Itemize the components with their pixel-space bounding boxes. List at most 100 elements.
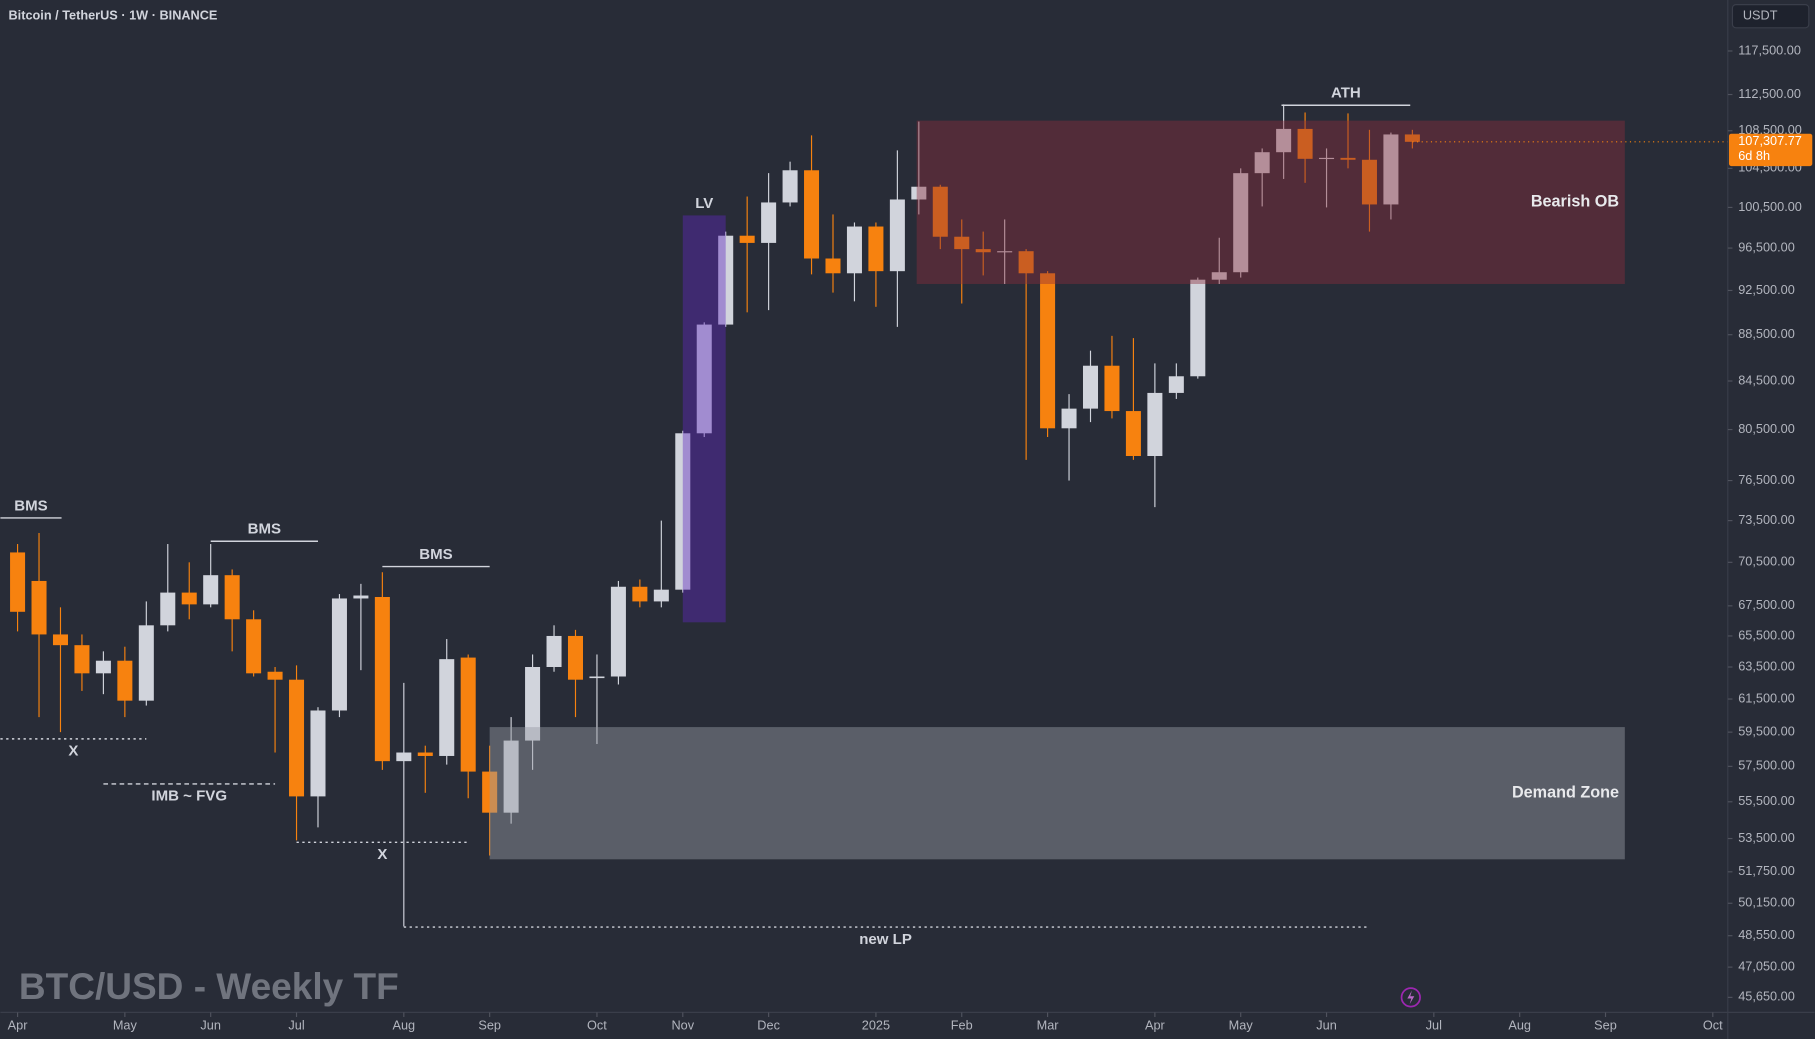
- candle-body: [675, 433, 691, 590]
- candle-body: [546, 635, 562, 667]
- candle-body: [1018, 251, 1034, 274]
- last-price-label: 107,307.77: [1738, 133, 1802, 148]
- candle-body: [267, 671, 283, 680]
- candle-body: [10, 552, 26, 612]
- y-tick-label: 112,500.00: [1738, 86, 1801, 101]
- x-tick-label: Jul: [288, 1018, 304, 1033]
- candle-body: [1383, 134, 1399, 205]
- countdown-label: 6d 8h: [1738, 148, 1770, 163]
- y-tick-label: 53,500.00: [1738, 830, 1795, 845]
- zone-label: Bearish OB: [1531, 193, 1619, 211]
- candle-body: [804, 170, 820, 259]
- candle-body: [503, 740, 519, 813]
- zone-label: Demand Zone: [1512, 783, 1619, 801]
- candle-body: [997, 251, 1013, 253]
- candle-body: [567, 635, 584, 680]
- zone: [916, 120, 1625, 284]
- level-label: BMS: [248, 521, 281, 538]
- candle-body: [310, 710, 326, 797]
- x-tick-label: Aug: [1508, 1018, 1531, 1033]
- candle-body: [911, 186, 927, 200]
- candle-body: [353, 595, 369, 599]
- alert-icon[interactable]: [1400, 987, 1421, 1008]
- y-tick-label: 73,500.00: [1738, 512, 1795, 527]
- candle-body: [439, 659, 455, 756]
- candle-body: [589, 676, 605, 679]
- level-label: IMB ~ FVG: [151, 788, 227, 805]
- candle-body: [846, 226, 862, 274]
- zone-label: LV: [695, 195, 713, 212]
- y-tick-label: 57,500.00: [1738, 758, 1795, 773]
- candle-body: [1190, 279, 1206, 377]
- currency-label[interactable]: USDT: [1743, 8, 1778, 23]
- candle-body: [74, 645, 90, 674]
- zone: [489, 727, 1625, 860]
- candle-body: [1104, 365, 1120, 412]
- candle-body: [1276, 128, 1292, 153]
- candle-body: [932, 186, 948, 237]
- candle-body: [203, 575, 219, 605]
- y-tick-label: 84,500.00: [1738, 372, 1795, 387]
- x-tick-label: Jun: [1316, 1018, 1337, 1033]
- candle-body: [1254, 152, 1270, 174]
- candle-body: [31, 580, 47, 635]
- y-tick-label: 76,500.00: [1738, 472, 1795, 487]
- y-tick-label: 65,500.00: [1738, 627, 1795, 642]
- zone: [682, 215, 726, 623]
- candle-body: [1361, 159, 1377, 205]
- candle-body: [718, 235, 734, 325]
- candle-body: [954, 236, 970, 250]
- y-tick-label: 100,500.00: [1738, 199, 1802, 214]
- level-label: X: [377, 846, 387, 863]
- candle-body: [246, 619, 262, 674]
- x-tick-label: Aug: [393, 1018, 416, 1033]
- candle-body: [889, 199, 905, 272]
- y-tick-label: 96,500.00: [1738, 239, 1795, 254]
- candle-body: [374, 596, 390, 762]
- candle-body: [1233, 173, 1249, 273]
- currency-box[interactable]: [1731, 4, 1810, 29]
- candle-body: [696, 324, 712, 434]
- candle-body: [138, 625, 154, 701]
- candle-body: [825, 258, 841, 274]
- y-tick-label: 61,500.00: [1738, 690, 1795, 705]
- candle-body: [396, 752, 412, 762]
- y-tick-label: 45,650.00: [1738, 989, 1795, 1004]
- candle-body: [417, 752, 433, 756]
- candle-body: [1082, 365, 1099, 409]
- price-axis-panel: [1727, 0, 1815, 1039]
- plot-area: Bearish OB Demand Zone LV BMS BMS BMS ATH new L…: [0, 85, 1728, 948]
- y-tick-label: 88,500.00: [1738, 326, 1795, 341]
- candle-body: [224, 575, 240, 620]
- y-tick-label: 67,500.00: [1738, 597, 1795, 612]
- candle-body: [181, 592, 197, 605]
- x-tick-label: Mar: [1037, 1018, 1060, 1033]
- x-tick-label: May: [113, 1018, 138, 1033]
- x-tick-label: Jun: [200, 1018, 221, 1033]
- x-tick-label: Feb: [951, 1018, 973, 1033]
- candle-body: [160, 592, 176, 626]
- candle-body: [1319, 157, 1335, 160]
- candle-body: [610, 586, 626, 677]
- level-label: BMS: [14, 497, 47, 514]
- y-tick-label: 80,500.00: [1738, 421, 1795, 436]
- y-tick-label: 70,500.00: [1738, 554, 1795, 569]
- x-tick-label: Apr: [8, 1018, 29, 1033]
- level-label: ATH: [1331, 85, 1361, 102]
- y-tick-label: 48,550.00: [1738, 927, 1795, 942]
- candle-body: [95, 660, 111, 674]
- candle-body: [975, 249, 991, 253]
- candle-body: [1211, 272, 1227, 280]
- candle-body: [52, 634, 68, 646]
- y-tick-label: 47,050.00: [1738, 958, 1795, 973]
- candle-body: [117, 660, 133, 701]
- y-tick-label: 63,500.00: [1738, 658, 1795, 673]
- y-tick-label: 55,500.00: [1738, 793, 1795, 808]
- y-tick-label: 51,750.00: [1738, 863, 1795, 878]
- y-tick-label: 59,500.00: [1738, 723, 1795, 738]
- watermark: BTC/USD - Weekly TF: [19, 965, 399, 1007]
- candle-body: [460, 657, 476, 772]
- candle-body: [1168, 376, 1184, 393]
